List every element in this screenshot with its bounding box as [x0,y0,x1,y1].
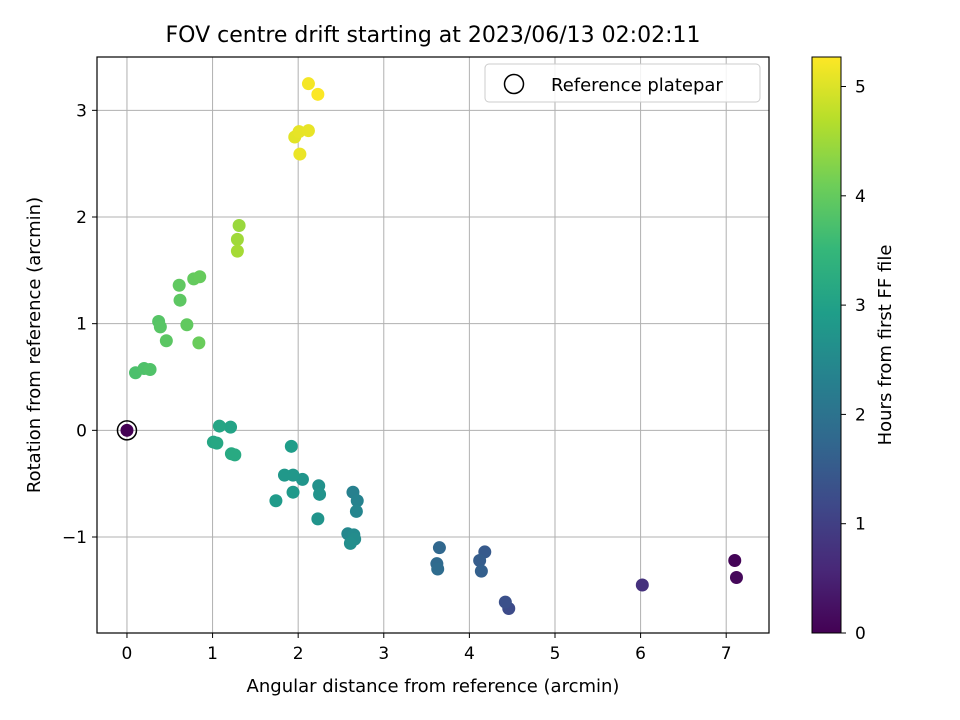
y-tick-label: 0 [76,421,87,441]
colorbar-ticks: 0 1 2 3 4 5 [841,78,866,644]
data-point [313,487,327,501]
y-tick-label: 3 [76,101,87,121]
data-point [301,77,315,91]
y-tick-label: 2 [76,208,87,228]
x-tick-label: 2 [293,644,304,664]
colorbar [811,56,842,634]
data-point [343,536,357,550]
data-point [474,564,488,578]
data-point [120,423,134,437]
data-point [729,571,743,585]
data-point [292,125,306,139]
reference-point [116,420,138,441]
legend: Reference platepar [484,63,761,103]
data-point [232,219,246,233]
y-tick-label: 1 [76,315,87,335]
x-tick-label: 3 [378,644,389,664]
data-point [180,318,194,332]
data-point [230,232,244,246]
data-point [301,124,315,138]
data-point [277,468,291,482]
data-point [349,504,363,518]
data-point [228,448,242,462]
x-tick-label: 5 [550,644,561,664]
data-point [159,334,173,348]
colorbar-tick-label: 0 [855,624,866,644]
data-point [192,336,206,350]
scatter-points [120,77,743,615]
x-tick-label: 1 [207,644,218,664]
data-point [172,278,186,292]
data-point [210,436,224,450]
data-point [153,320,167,334]
data-point [212,419,226,433]
x-tick-label: 0 [122,644,133,664]
data-point [224,420,238,434]
plot-frame [96,56,770,634]
y-tick-label: −1 [62,528,87,548]
y-axis-label: Rotation from reference (arcmin) [24,197,45,493]
data-point [431,562,445,576]
data-point [293,147,307,161]
data-point [173,293,187,307]
colorbar-tick-label: 2 [855,405,866,425]
data-point [635,578,649,592]
data-point [269,494,283,508]
data-point [230,244,244,258]
data-point [498,595,512,609]
data-point [193,270,207,284]
x-axis-label: Angular distance from reference (arcmin) [247,676,620,697]
x-tick-label: 4 [464,644,475,664]
data-point [143,363,157,377]
data-point [350,494,364,508]
y-axis-ticks: −1 0 1 2 3 [62,101,97,548]
x-tick-label: 6 [635,644,646,664]
colorbar-label: Hours from first FF file [875,245,896,446]
legend-reference-marker [503,73,525,95]
reference-marker [116,420,138,441]
data-point [473,553,487,567]
colorbar-tick-label: 5 [855,78,866,98]
legend-entry: Reference platepar [551,75,723,96]
data-point [728,553,742,567]
data-point [311,87,325,101]
data-point [311,512,325,526]
colorbar-tick-label: 3 [855,296,866,316]
chart-title: FOV centre drift starting at 2023/06/13 … [166,23,701,48]
data-point [284,439,298,453]
colorbar-tick-label: 1 [855,515,866,535]
data-point [432,541,446,555]
x-axis-ticks: 0 1 2 3 4 5 6 7 [122,633,732,664]
x-tick-label: 7 [721,644,732,664]
colorbar-tick-label: 4 [855,187,866,207]
data-point [286,485,300,499]
legend-box [484,63,761,103]
